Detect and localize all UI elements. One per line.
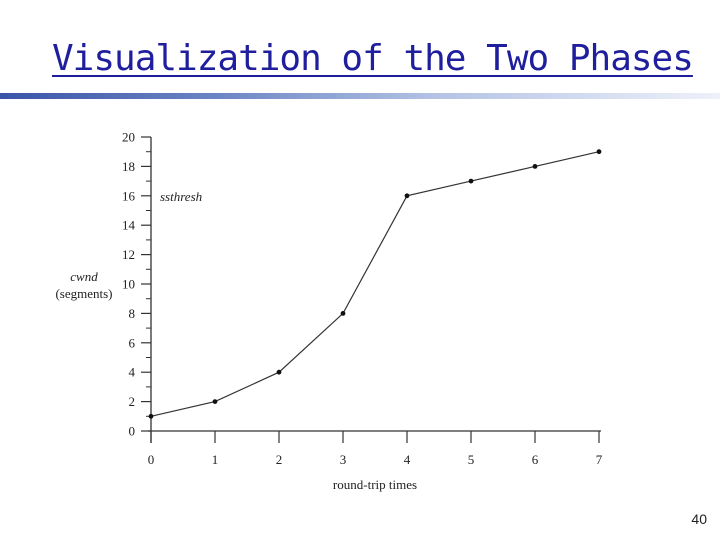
ssthresh-annotation: ssthresh <box>160 189 202 204</box>
y-axis-label-line1: cwnd <box>70 269 98 284</box>
y-tick-label: 6 <box>129 335 136 350</box>
page-number: 40 <box>691 511 707 527</box>
title-divider-bar <box>0 93 720 99</box>
x-tick-label: 7 <box>596 452 603 467</box>
y-tick-label: 18 <box>122 159 135 174</box>
cwnd-series-line <box>150 151 600 417</box>
data-point <box>468 178 474 184</box>
y-tick-label: 8 <box>129 306 136 321</box>
x-axis <box>148 430 601 443</box>
data-point <box>148 413 154 419</box>
y-tick-label: 12 <box>122 247 135 262</box>
y-tick-labels: 0 2 4 6 8 10 12 14 16 18 20 <box>122 130 136 439</box>
x-axis-label: round-trip times <box>333 477 417 492</box>
y-tick-label: 16 <box>122 188 136 203</box>
data-point <box>532 164 538 169</box>
data-point <box>212 399 218 404</box>
x-tick-label: 1 <box>212 452 219 467</box>
slide-title: Visualization of the Two Phases <box>52 38 694 79</box>
data-point <box>340 311 346 316</box>
series-group <box>148 149 602 419</box>
x-tick-labels: 0 1 2 3 4 5 6 7 <box>148 452 603 467</box>
data-point <box>276 369 282 375</box>
y-tick-label: 14 <box>122 218 136 233</box>
x-tick-label: 3 <box>340 452 347 467</box>
x-tick-label: 6 <box>532 452 539 467</box>
y-tick-label: 2 <box>129 394 136 409</box>
y-tick-label: 0 <box>129 424 136 439</box>
y-tick-label: 10 <box>122 277 135 292</box>
x-tick-label: 4 <box>404 452 411 467</box>
y-tick-label: 20 <box>122 130 135 145</box>
x-tick-label: 5 <box>468 452 475 467</box>
data-point <box>404 193 410 199</box>
data-point <box>596 149 602 155</box>
x-tick-label: 0 <box>148 452 155 467</box>
y-axis-label-line2: (segments) <box>55 286 112 301</box>
x-tick-label: 2 <box>276 452 283 467</box>
y-tick-label: 4 <box>129 365 136 380</box>
y-axis <box>141 136 152 443</box>
